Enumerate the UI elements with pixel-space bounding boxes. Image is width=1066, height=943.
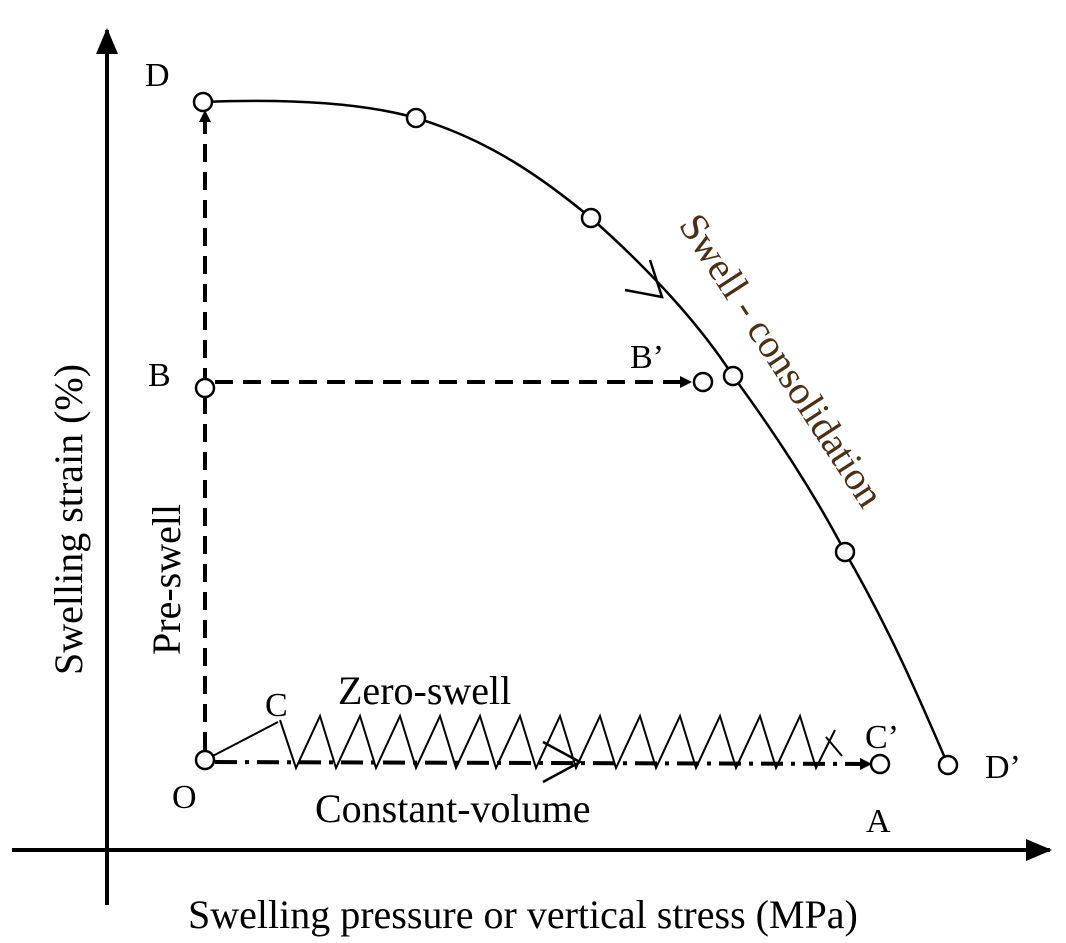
- point-label: A: [866, 803, 891, 840]
- point: [194, 377, 216, 399]
- path-label: Swell - consolidation: [670, 205, 893, 515]
- point-label: C: [265, 687, 288, 724]
- constant-volume-path: [214, 757, 872, 770]
- swell-consolidation-curve: [202, 99, 950, 766]
- point: [405, 107, 427, 129]
- point-label: D: [145, 57, 170, 94]
- x-axis-label: Swelling pressure or vertical stress (MP…: [188, 892, 858, 937]
- point: [580, 207, 602, 229]
- zigzag-end: [825, 736, 843, 757]
- point-label: O: [172, 779, 197, 816]
- zero-swell-zigzag: [279, 713, 836, 771]
- point: [194, 749, 216, 771]
- point-label: C’: [865, 719, 899, 756]
- point: [937, 754, 959, 776]
- path-label: Pre-swell: [144, 504, 189, 655]
- path-label: Zero-swell: [338, 668, 511, 713]
- point: [722, 365, 744, 387]
- path-label: Constant-volume: [315, 786, 591, 831]
- points: [192, 91, 959, 776]
- point-label: B: [148, 357, 171, 394]
- y-axis-label: Swelling strain (%): [46, 364, 91, 675]
- point: [692, 371, 714, 393]
- point: [834, 541, 856, 563]
- oc-line: [204, 721, 279, 761]
- point: [869, 753, 891, 775]
- point: [192, 91, 214, 113]
- cv-arrow: [542, 740, 583, 784]
- curve-arrow: [624, 259, 664, 299]
- point-label: B’: [630, 339, 664, 376]
- point-label: D’: [985, 749, 1021, 786]
